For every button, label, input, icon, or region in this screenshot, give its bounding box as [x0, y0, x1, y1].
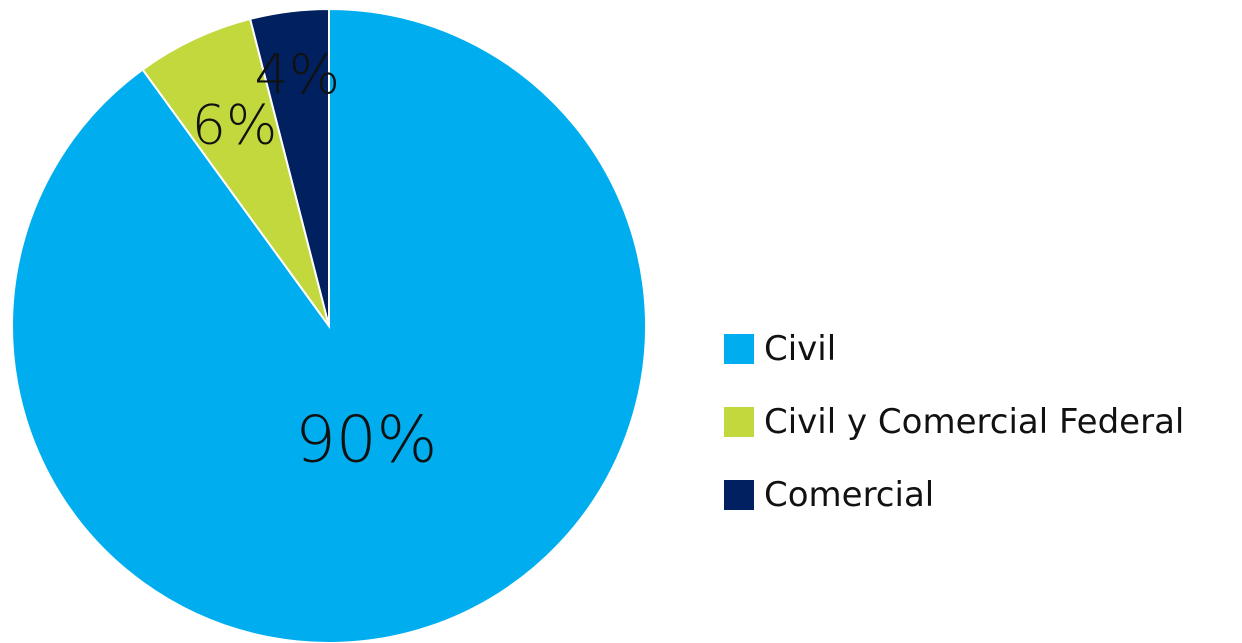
legend: Civil Civil y Comercial Federal Comercial: [724, 329, 1184, 515]
pie-slices: [11, 7, 647, 643]
pie-slice-comercial: [248, 7, 330, 327]
legend-label: Civil: [764, 329, 836, 369]
legend-swatch: [724, 407, 754, 437]
data-label-civil: 90%: [295, 404, 437, 478]
legend-swatch: [724, 334, 754, 364]
legend-label: Comercial: [764, 475, 934, 515]
legend-item-civil-y-comercial-federal: Civil y Comercial Federal: [724, 402, 1184, 442]
data-label-comercial: 4%: [254, 43, 340, 106]
legend-item-civil: Civil: [724, 329, 836, 369]
pie-slice-civil-y-comercial-federal: [141, 17, 330, 327]
legend-item-comercial: Comercial: [724, 475, 934, 515]
data-label-civil-y-comercial-federal: 6%: [192, 94, 278, 157]
pie-data-labels: 90% 6%4%: [192, 43, 438, 478]
legend-label: Civil y Comercial Federal: [764, 402, 1184, 442]
legend-swatch: [724, 480, 754, 510]
